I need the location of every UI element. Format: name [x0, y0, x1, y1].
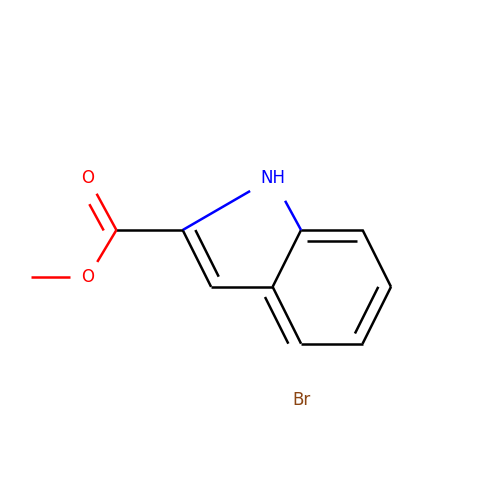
Text: O: O — [81, 169, 94, 187]
Text: NH: NH — [260, 169, 285, 187]
Text: Br: Br — [292, 391, 310, 410]
Text: O: O — [81, 268, 94, 286]
